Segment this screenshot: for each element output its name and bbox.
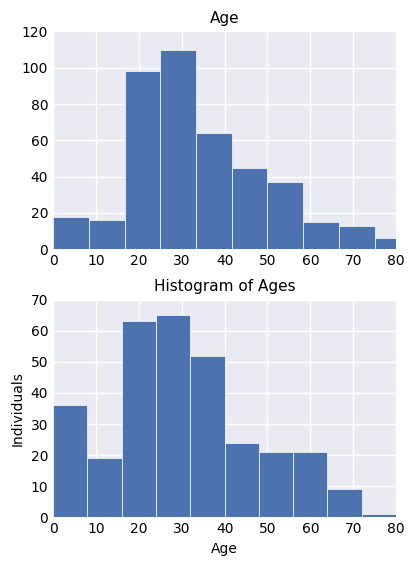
Bar <box>339 226 375 249</box>
Title: Histogram of Ages: Histogram of Ages <box>154 280 295 294</box>
Bar <box>293 452 327 518</box>
Bar <box>160 49 196 249</box>
Bar <box>89 220 125 249</box>
Bar <box>53 217 89 249</box>
Bar <box>225 443 259 518</box>
Bar <box>267 182 303 249</box>
Bar <box>259 452 293 518</box>
Bar <box>87 458 122 518</box>
Bar <box>53 405 87 518</box>
Bar <box>122 321 156 518</box>
Bar <box>125 71 160 249</box>
Bar <box>196 133 232 249</box>
Bar <box>232 168 267 249</box>
Bar <box>375 238 410 249</box>
Bar <box>156 315 191 518</box>
X-axis label: Age: Age <box>211 542 238 556</box>
Title: Age: Age <box>210 11 240 26</box>
Y-axis label: Individuals: Individuals <box>11 371 25 446</box>
Bar <box>362 514 396 518</box>
Bar <box>303 222 339 249</box>
Bar <box>191 356 225 518</box>
Bar <box>327 489 362 518</box>
